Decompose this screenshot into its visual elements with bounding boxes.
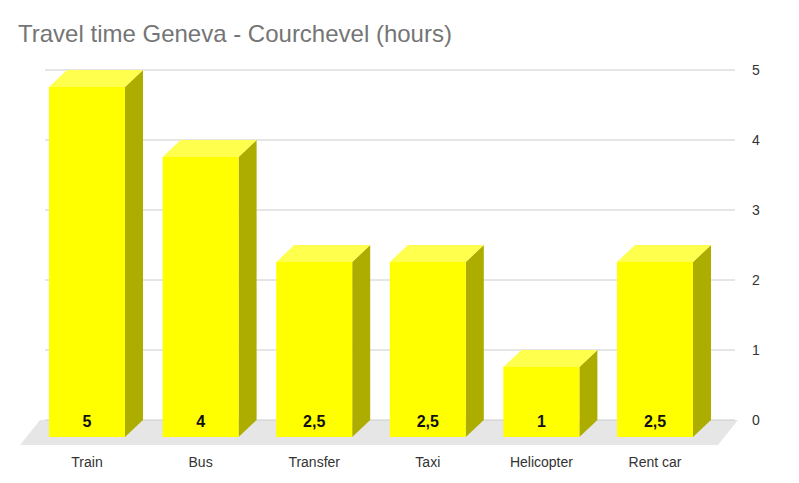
grid-line [45, 210, 735, 211]
bar-group [163, 140, 257, 437]
bar-top [617, 245, 711, 262]
bar [163, 157, 239, 437]
tick-label: 0 [752, 412, 760, 428]
category-label: Train [71, 454, 102, 470]
tick-label: 3 [752, 202, 760, 218]
chart: Travel time Geneva - Courchevel (hours) 0… [0, 0, 799, 483]
bar-side [352, 245, 370, 437]
bar [617, 262, 693, 437]
bar [503, 367, 579, 437]
data-label: 5 [83, 413, 92, 430]
bar-group [503, 350, 597, 437]
tick-label: 1 [752, 342, 760, 358]
tick-label: 5 [752, 62, 760, 78]
bar [49, 87, 125, 437]
data-label: 2,5 [303, 413, 325, 430]
bar-top [503, 350, 597, 367]
category-label: Bus [189, 454, 213, 470]
data-label: 2,5 [644, 413, 666, 430]
bar-group [276, 245, 370, 437]
bar-top [163, 140, 257, 157]
bar-top [276, 245, 370, 262]
bar-side [693, 245, 711, 437]
grid-line [45, 140, 735, 141]
category-label: Taxi [415, 454, 440, 470]
data-label: 2,5 [417, 413, 439, 430]
category-label: Rent car [629, 454, 682, 470]
bars [49, 70, 711, 437]
data-label: 1 [537, 413, 546, 430]
category-label: Transfer [288, 454, 340, 470]
bar [276, 262, 352, 437]
bar-side [125, 70, 143, 437]
grid-line [45, 70, 735, 71]
bar-group [49, 70, 143, 437]
tick-label: 4 [752, 132, 760, 148]
data-label: 4 [196, 413, 205, 430]
chart-title: Travel time Geneva - Courchevel (hours) [18, 20, 452, 47]
bar-top [49, 70, 143, 87]
bar-side [466, 245, 484, 437]
bar-side [239, 140, 257, 437]
tick-label: 2 [752, 272, 760, 288]
bar-group [390, 245, 484, 437]
category-label: Helicopter [510, 454, 573, 470]
bar-top [390, 245, 484, 262]
bar-group [617, 245, 711, 437]
data-labels: 5 4 2,5 2,5 1 2,5 [83, 413, 667, 430]
bar [390, 262, 466, 437]
